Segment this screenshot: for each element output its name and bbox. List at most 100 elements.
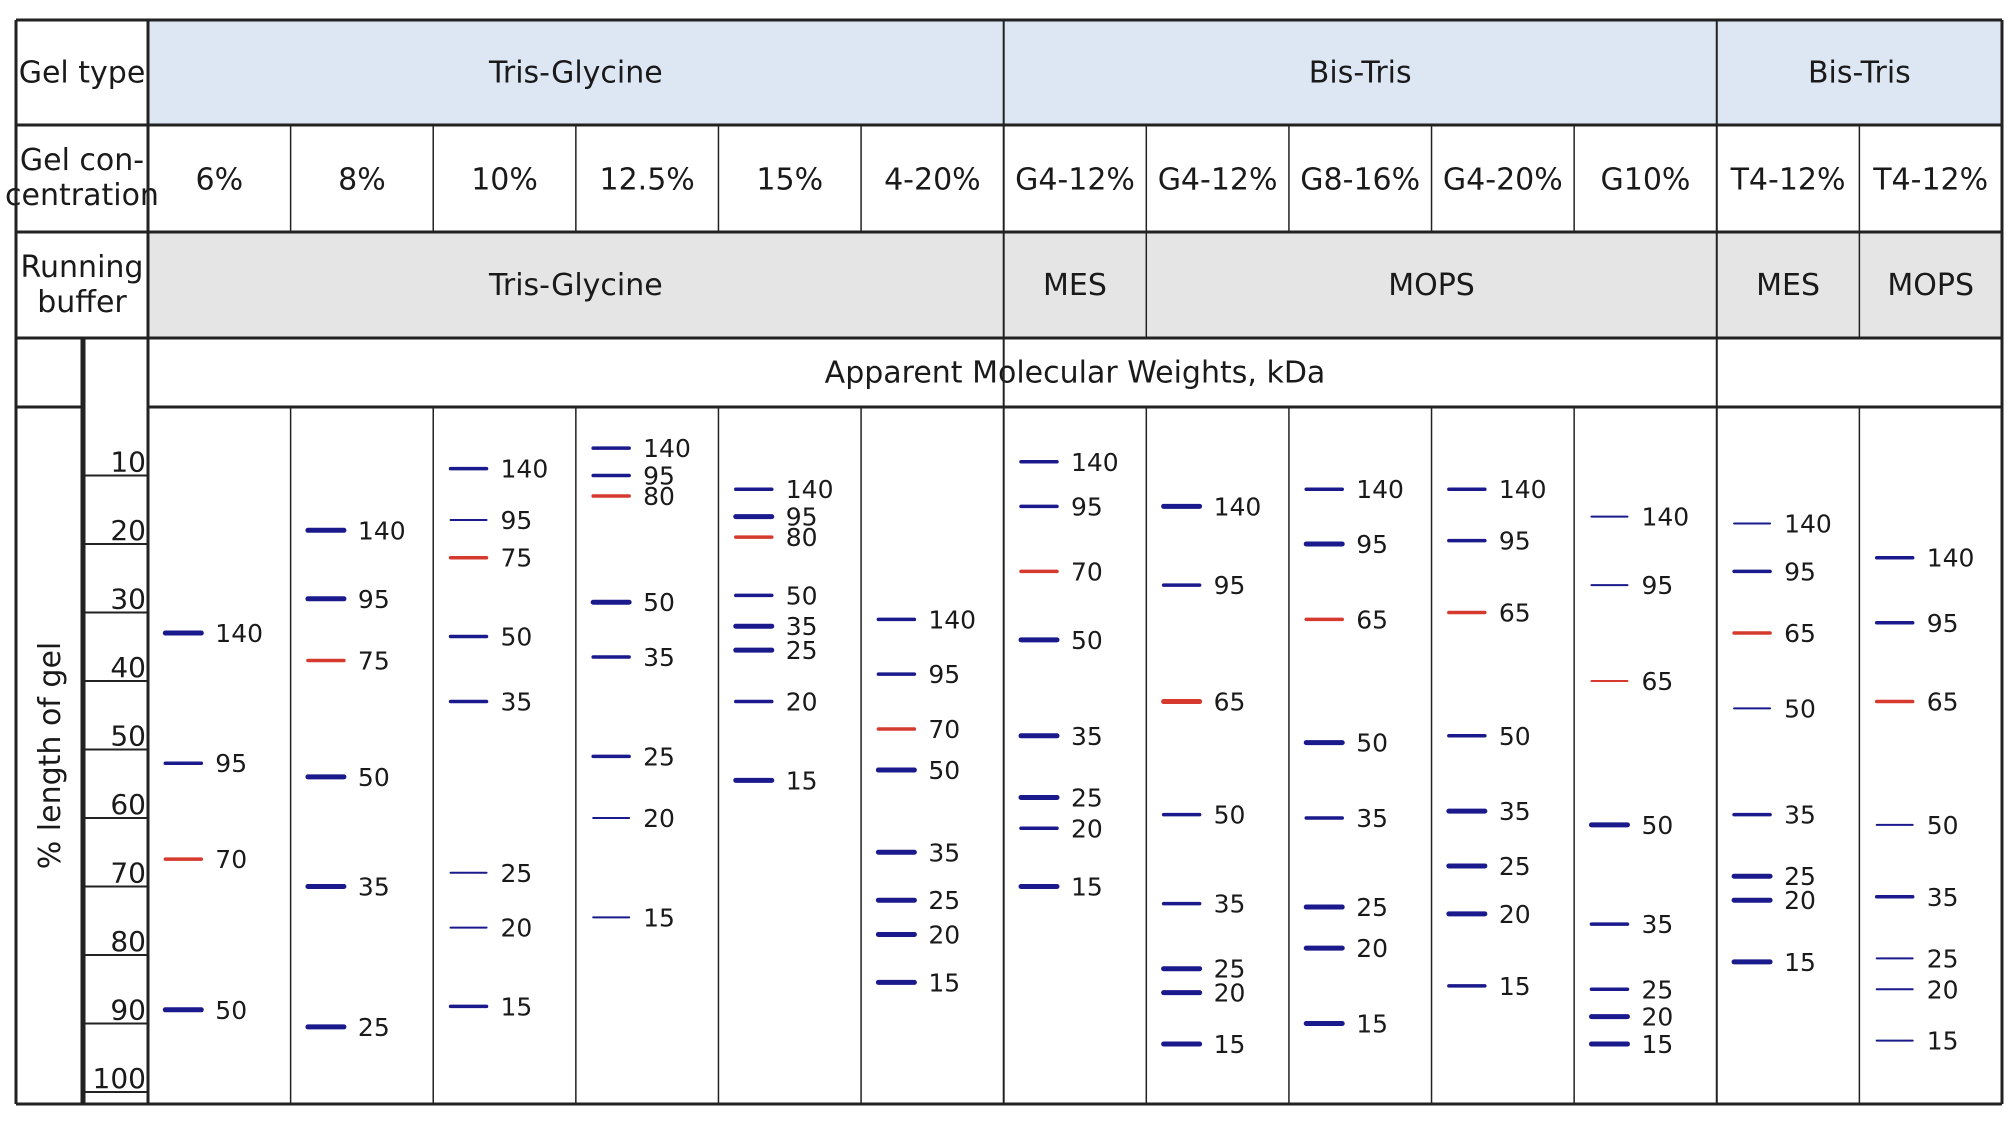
band-label: 15 [928,968,960,997]
band-label: 65 [1641,667,1673,696]
y-axis-tick-label: 10 [110,446,146,479]
band-label: 65 [1499,599,1531,628]
band-label: 20 [1499,900,1531,929]
band-label: 140 [358,516,406,545]
band-label: 25 [358,1013,390,1042]
gel-type-header-fill [148,20,2002,125]
band-label: 50 [1499,722,1531,751]
y-axis-tick-label: 70 [110,857,146,890]
gel-concentration-label: G10% [1600,163,1690,198]
running-buffer-label: MES [1043,268,1107,303]
band-label: 25 [1784,862,1816,891]
band-label: 65 [1214,688,1246,717]
row-label-gel-concentration: Gel con- [20,143,144,178]
band-label: 140 [786,475,834,504]
band-label: 80 [786,523,818,552]
band-label: 15 [643,903,675,932]
band-label: 75 [358,646,390,675]
y-axis-tick-label: 40 [110,651,146,684]
band-label: 20 [643,804,675,833]
band-label: 95 [928,660,960,689]
band-label: 35 [928,838,960,867]
band-label: 35 [1784,801,1816,830]
gel-concentration-label: 15% [756,163,823,198]
band-label: 65 [1927,688,1959,717]
band-label: 80 [643,482,675,511]
band-label: 95 [1784,557,1816,586]
band-label: 50 [1641,811,1673,840]
y-axis-tick-label: 30 [110,583,146,616]
band-label: 20 [1927,975,1959,1004]
band-label: 95 [501,506,533,535]
band-label: 50 [215,996,247,1025]
row-label-running-buffer: Running [21,250,144,285]
band-label: 50 [501,622,533,651]
band-label: 15 [501,992,533,1021]
gel-concentration-label: G4-20% [1443,163,1563,198]
band-label: 70 [928,715,960,744]
band-label: 50 [1784,694,1816,723]
band-label: 95 [1071,492,1103,521]
band-label: 20 [1214,979,1246,1008]
band-label: 95 [1641,571,1673,600]
band-label: 95 [1356,530,1388,559]
band-label: 25 [501,859,533,888]
band-label: 50 [1214,801,1246,830]
running-buffer-label: MOPS [1388,268,1475,303]
band-label: 95 [786,503,818,532]
gel-type-label: Bis-Tris [1309,56,1412,91]
band-label: 70 [1071,557,1103,586]
y-axis-tick-label: 50 [110,720,146,753]
band-label: 25 [1641,975,1673,1004]
gel-type-label: Tris-Glycine [488,56,663,91]
band-label: 35 [643,643,675,672]
band-label: 15 [1499,972,1531,1001]
band-label: 35 [786,612,818,641]
gel-concentration-label: G4-12% [1015,163,1135,198]
row-label-gel-concentration: centration [5,178,159,213]
gel-concentration-label: 6% [196,163,244,198]
band-label: 20 [1784,886,1816,915]
band-label: 20 [1071,814,1103,843]
band-label: 95 [215,749,247,778]
gel-type-label: Bis-Tris [1808,56,1911,91]
gel-concentration-label: 10% [471,163,538,198]
band-label: 15 [786,766,818,795]
band-label: 140 [1927,544,1975,573]
band-label: 20 [501,914,533,943]
running-buffer-label: MOPS [1887,268,1974,303]
band-label: 15 [1071,873,1103,902]
band-label: 140 [1214,492,1262,521]
band-label: 95 [1214,571,1246,600]
band-label: 25 [1214,955,1246,984]
band-label: 65 [1356,605,1388,634]
band-label: 35 [358,873,390,902]
band-label: 140 [501,455,549,484]
band-label: 140 [1071,448,1119,477]
gel-concentration-label: G8-16% [1300,163,1420,198]
band-label: 70 [215,845,247,874]
running-buffer-label: Tris-Glycine [488,268,663,303]
gel-concentration-label: G4-12% [1158,163,1278,198]
band-label: 25 [643,742,675,771]
band-label: 35 [1356,804,1388,833]
band-label: 15 [1784,948,1816,977]
y-axis-tick-label: 90 [110,994,146,1027]
band-label: 65 [1784,619,1816,648]
y-axis-tick-label: 20 [110,514,146,547]
y-axis-tick-label: 100 [93,1062,146,1095]
band-label: 140 [1784,509,1832,538]
row-label-running-buffer: buffer [37,285,127,320]
band-label: 35 [1927,883,1959,912]
band-label: 25 [1927,944,1959,973]
buffer-header-fill [148,232,2002,338]
band-label: 50 [786,581,818,610]
band-label: 25 [1356,893,1388,922]
band-label: 35 [1641,910,1673,939]
band-label: 20 [786,688,818,717]
band-label: 20 [928,920,960,949]
band-label: 50 [1927,811,1959,840]
band-label: 140 [928,605,976,634]
band-label: 95 [1499,527,1531,556]
